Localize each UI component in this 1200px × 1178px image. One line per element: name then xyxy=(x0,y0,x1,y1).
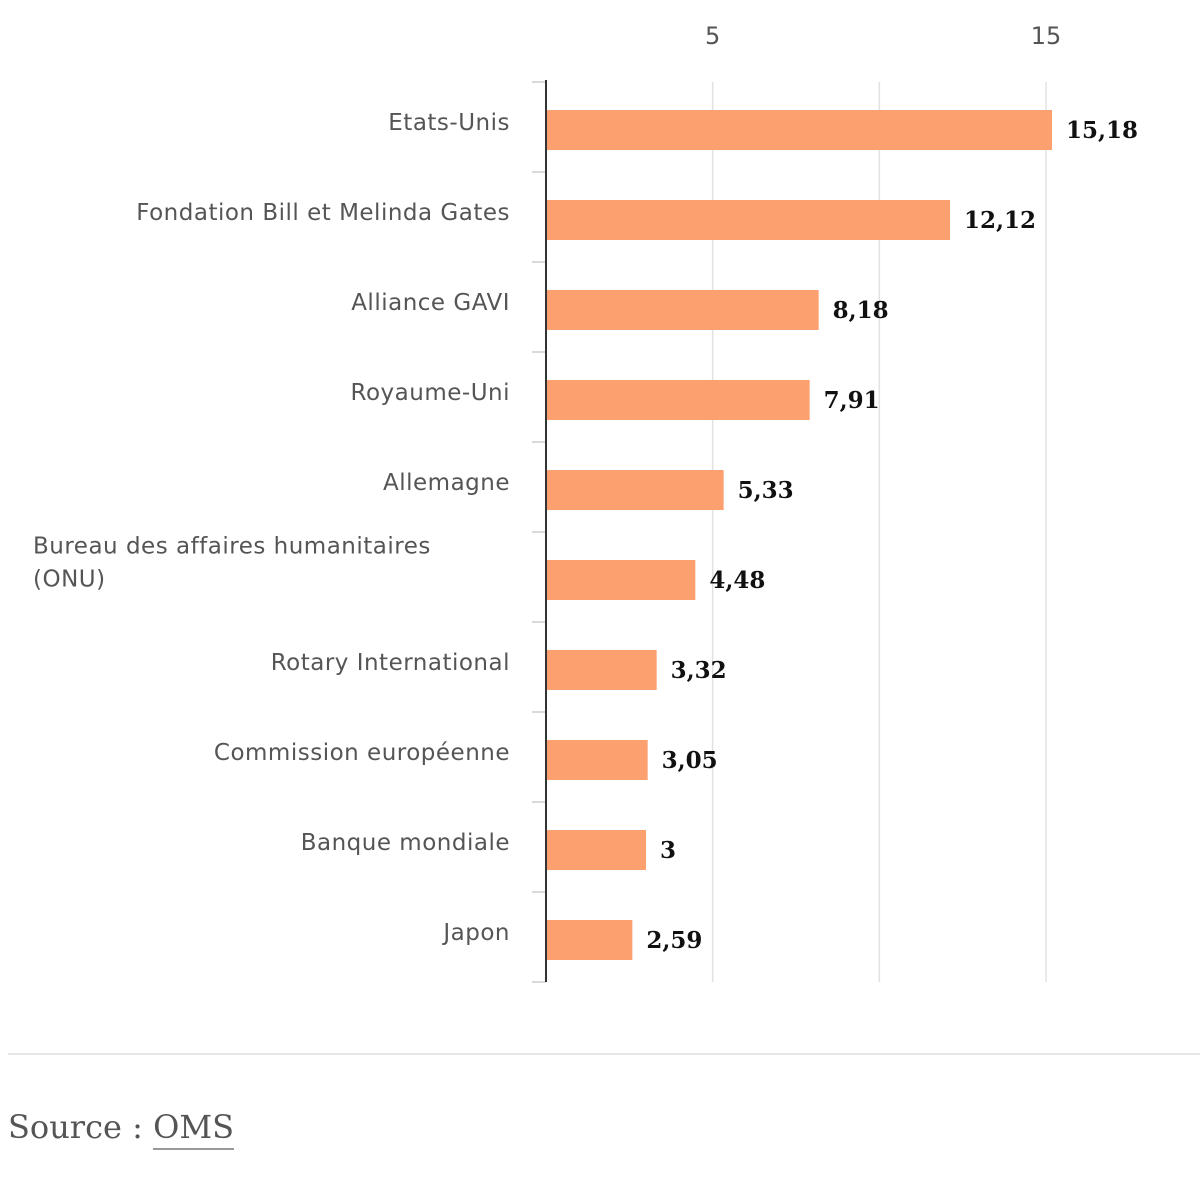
category-label: (ONU) xyxy=(33,567,106,593)
value-label: 3 xyxy=(660,837,676,864)
category-label: Alliance GAVI xyxy=(351,290,510,316)
footer-divider xyxy=(8,1053,1200,1055)
category-label: Fondation Bill et Melinda Gates xyxy=(136,200,510,226)
bar xyxy=(546,830,646,870)
value-label: 4,48 xyxy=(709,567,765,594)
value-label: 7,91 xyxy=(824,387,880,414)
value-label: 15,18 xyxy=(1066,117,1138,144)
bar xyxy=(546,380,810,420)
value-label: 3,32 xyxy=(671,657,727,684)
source-line: Source : OMS xyxy=(8,1108,234,1150)
source-prefix: Source : xyxy=(8,1108,154,1146)
value-label: 2,59 xyxy=(646,927,702,954)
bar xyxy=(546,920,633,960)
category-label: Allemagne xyxy=(383,470,510,496)
bar xyxy=(546,200,950,240)
category-label: Royaume-Uni xyxy=(351,380,510,406)
value-label: 8,18 xyxy=(833,297,889,324)
category-label: Banque mondiale xyxy=(301,830,510,856)
category-label: Etats-Unis xyxy=(388,110,510,136)
bar xyxy=(546,560,696,600)
x-tick-label: 15 xyxy=(1031,22,1062,50)
bar xyxy=(546,650,657,690)
bar xyxy=(546,740,648,780)
value-label: 5,33 xyxy=(738,477,794,504)
bar xyxy=(546,290,819,330)
bar xyxy=(546,470,724,510)
value-label: 3,05 xyxy=(662,747,718,774)
value-label: 12,12 xyxy=(964,207,1036,234)
source-link[interactable]: OMS xyxy=(153,1108,234,1150)
bar xyxy=(546,110,1052,150)
category-label: Bureau des affaires humanitaires xyxy=(33,534,431,560)
x-tick-label: 5 xyxy=(705,22,720,50)
category-label: Commission européenne xyxy=(214,740,510,766)
category-label: Japon xyxy=(441,920,510,946)
bar-chart: 5 15 15,18 Etats-Unis 12,12 Fondation Bill et… xyxy=(33,22,1138,983)
category-label: Rotary International xyxy=(271,650,510,676)
